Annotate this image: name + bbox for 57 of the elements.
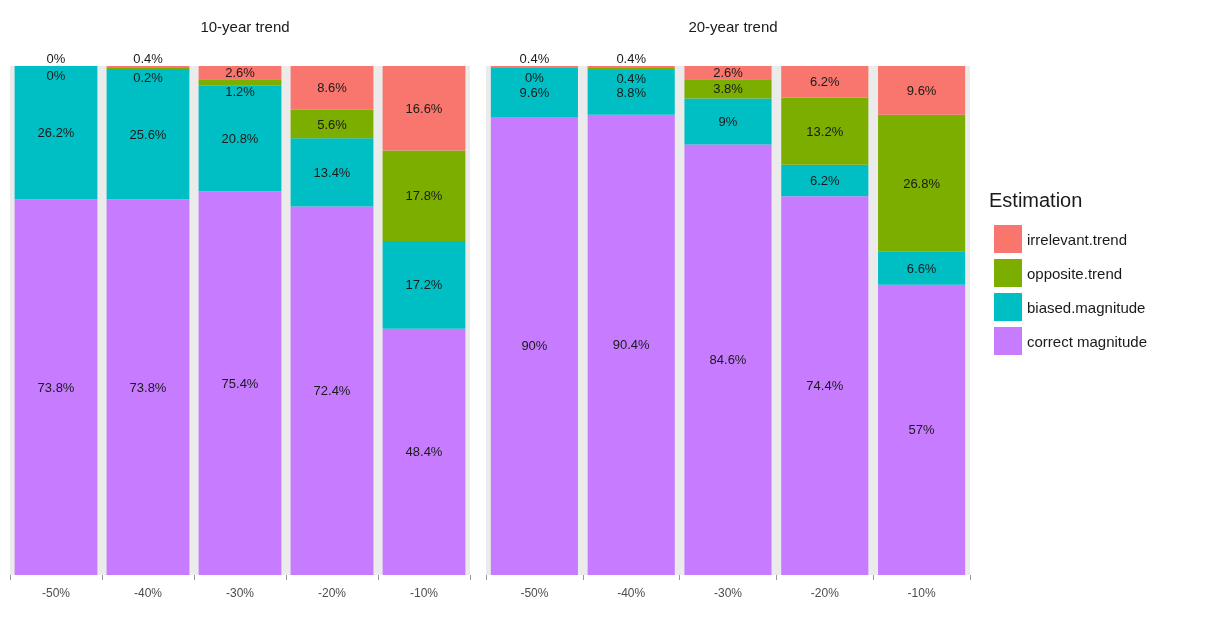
data-label: 48.4% <box>405 444 443 460</box>
data-label: 2.6% <box>225 65 256 81</box>
data-label: 72.4% <box>313 383 351 399</box>
data-label: 17.8% <box>405 188 443 204</box>
x-tick-label: -10% <box>907 586 936 600</box>
x-tick-label: -20% <box>317 586 347 600</box>
data-label: 0.2% <box>133 70 164 86</box>
data-label: 0.4% <box>133 51 164 66</box>
legend-title: Estimation <box>989 189 1083 211</box>
legend-label: opposite.trend <box>1027 264 1123 282</box>
data-label: 17.2% <box>405 277 443 293</box>
data-label: 0.4% <box>616 70 647 86</box>
chart-title: 10-year trend <box>200 18 290 35</box>
data-label: 16.6% <box>405 100 443 116</box>
data-label: 0.4% <box>519 51 550 66</box>
data-label: 6.2% <box>809 74 841 90</box>
data-label: 90.4% <box>612 337 651 353</box>
data-label: 75.4% <box>221 375 259 391</box>
x-tick-label: -50% <box>41 586 71 600</box>
data-label: 84.6% <box>709 352 747 368</box>
x-tick-label: -30% <box>713 586 743 600</box>
legend-label: correct magnitude <box>1027 332 1148 350</box>
data-label: 6.2% <box>809 173 841 189</box>
data-label: 9.6% <box>519 84 550 100</box>
data-label: 57% <box>908 422 936 438</box>
data-label: 5.6% <box>317 116 348 132</box>
data-label: 90% <box>521 338 548 354</box>
data-label: 9% <box>718 113 738 129</box>
x-tick-label: -40% <box>617 586 646 600</box>
data-label: 0% <box>46 51 66 66</box>
legend-label: biased.magnitude <box>1027 298 1146 316</box>
data-label: 26.8% <box>903 175 941 191</box>
data-label: 8.6% <box>317 80 348 96</box>
data-label: 1.2% <box>225 83 256 99</box>
data-label: 8.8% <box>616 84 647 100</box>
data-label: 20.8% <box>221 130 259 146</box>
data-label: 13.2% <box>806 123 844 139</box>
data-label: 6.6% <box>906 260 937 276</box>
data-label: 3.8% <box>713 81 744 97</box>
data-label: 2.6% <box>713 65 744 81</box>
data-label: 13.4% <box>313 164 351 180</box>
data-label: 25.6% <box>129 126 167 142</box>
x-tick-label: -30% <box>225 586 255 600</box>
chart-title: 20-year trend <box>688 18 778 35</box>
x-tick-label: -20% <box>810 586 840 600</box>
legend-label: irrelevant.trend <box>1027 230 1128 248</box>
x-tick-label: -40% <box>133 586 163 600</box>
data-label: 9.6% <box>906 82 937 98</box>
data-label: 0.4% <box>616 51 647 66</box>
data-label: 74.4% <box>806 378 844 394</box>
data-label: 73.8% <box>37 379 75 395</box>
data-label: 0% <box>46 67 66 83</box>
data-label: 0% <box>525 69 545 85</box>
data-label: 73.8% <box>129 379 167 395</box>
x-tick-label: -10% <box>409 586 439 600</box>
x-tick-label: -50% <box>520 586 549 600</box>
data-label: 26.2% <box>37 125 75 141</box>
